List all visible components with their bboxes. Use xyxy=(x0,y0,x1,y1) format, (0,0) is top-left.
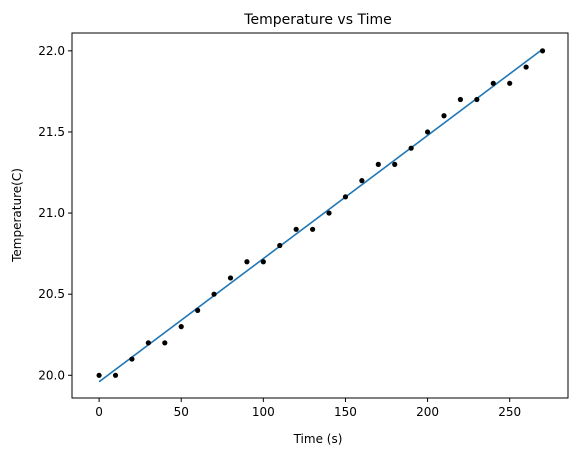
plot-frame xyxy=(71,32,569,399)
data-point xyxy=(424,129,431,135)
data-point xyxy=(227,275,234,281)
data-point xyxy=(293,226,299,232)
data-point xyxy=(408,145,414,151)
data-point xyxy=(539,48,546,54)
x-tick-label: 100 xyxy=(252,405,275,419)
data-point xyxy=(310,226,316,232)
data-point xyxy=(523,64,529,70)
data-point xyxy=(342,194,349,200)
data-point xyxy=(359,178,365,184)
data-point xyxy=(96,372,102,378)
y-tick-label: 22.0 xyxy=(38,44,65,58)
data-point xyxy=(178,324,184,330)
data-point xyxy=(162,340,168,346)
x-axis: 0 50 100 150 200 250 xyxy=(95,398,521,419)
chart-title: Temperature vs Time xyxy=(243,12,391,28)
data-point xyxy=(507,80,513,86)
data-point xyxy=(326,210,332,216)
y-tick-label: 21.0 xyxy=(38,206,65,220)
data-point xyxy=(112,372,119,378)
fit-line xyxy=(98,48,544,383)
data-point xyxy=(244,259,250,265)
data-point xyxy=(375,161,381,167)
data-point xyxy=(195,307,201,313)
data-point xyxy=(457,96,464,103)
data-point xyxy=(474,96,480,103)
x-tick-label: 150 xyxy=(334,405,357,419)
data-point xyxy=(277,242,283,249)
data-point xyxy=(392,161,398,167)
data-point xyxy=(129,356,135,362)
y-tick-label: 20.0 xyxy=(38,368,65,382)
plot-area xyxy=(96,48,546,383)
data-point xyxy=(490,80,496,86)
data-point xyxy=(145,340,151,346)
data-point xyxy=(260,259,266,265)
y-tick-label: 21.5 xyxy=(38,125,65,139)
y-axis: 20.0 20.5 21.0 21.5 22.0 xyxy=(38,44,72,382)
data-point xyxy=(211,291,217,297)
x-tick-label: 50 xyxy=(174,405,189,419)
x-tick-label: 250 xyxy=(498,405,521,419)
x-tick-label: 0 xyxy=(95,405,103,419)
y-tick-label: 20.5 xyxy=(38,287,65,301)
x-axis-label: Time (s) xyxy=(293,432,343,446)
x-tick-label: 200 xyxy=(416,405,439,419)
data-point xyxy=(441,113,447,119)
y-axis-label: Temperature(C) xyxy=(10,168,24,263)
